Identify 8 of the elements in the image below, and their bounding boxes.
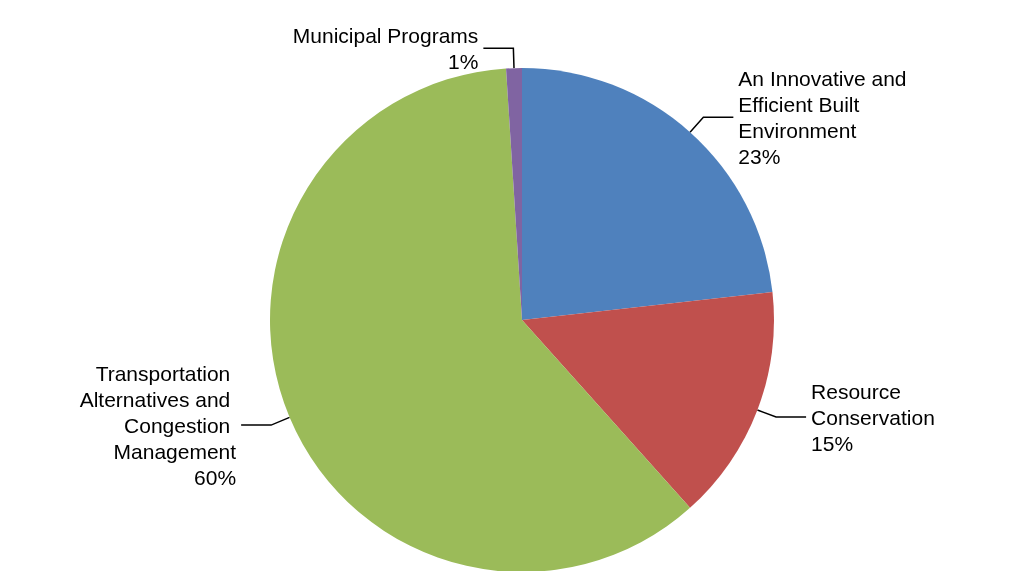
slice-label: Transportation Alternatives and Congestion Management [79, 361, 237, 463]
data-label: 60% [194, 465, 237, 489]
slice-label: An Innovative and Efficient Built Environment [738, 66, 913, 142]
slice-label: Municipal Programs [292, 23, 479, 47]
data-label: 23% [738, 144, 781, 168]
data-label: 15% [811, 431, 854, 455]
data-label: 1% [448, 49, 479, 73]
slice-label: Resource Conservation [811, 379, 935, 429]
